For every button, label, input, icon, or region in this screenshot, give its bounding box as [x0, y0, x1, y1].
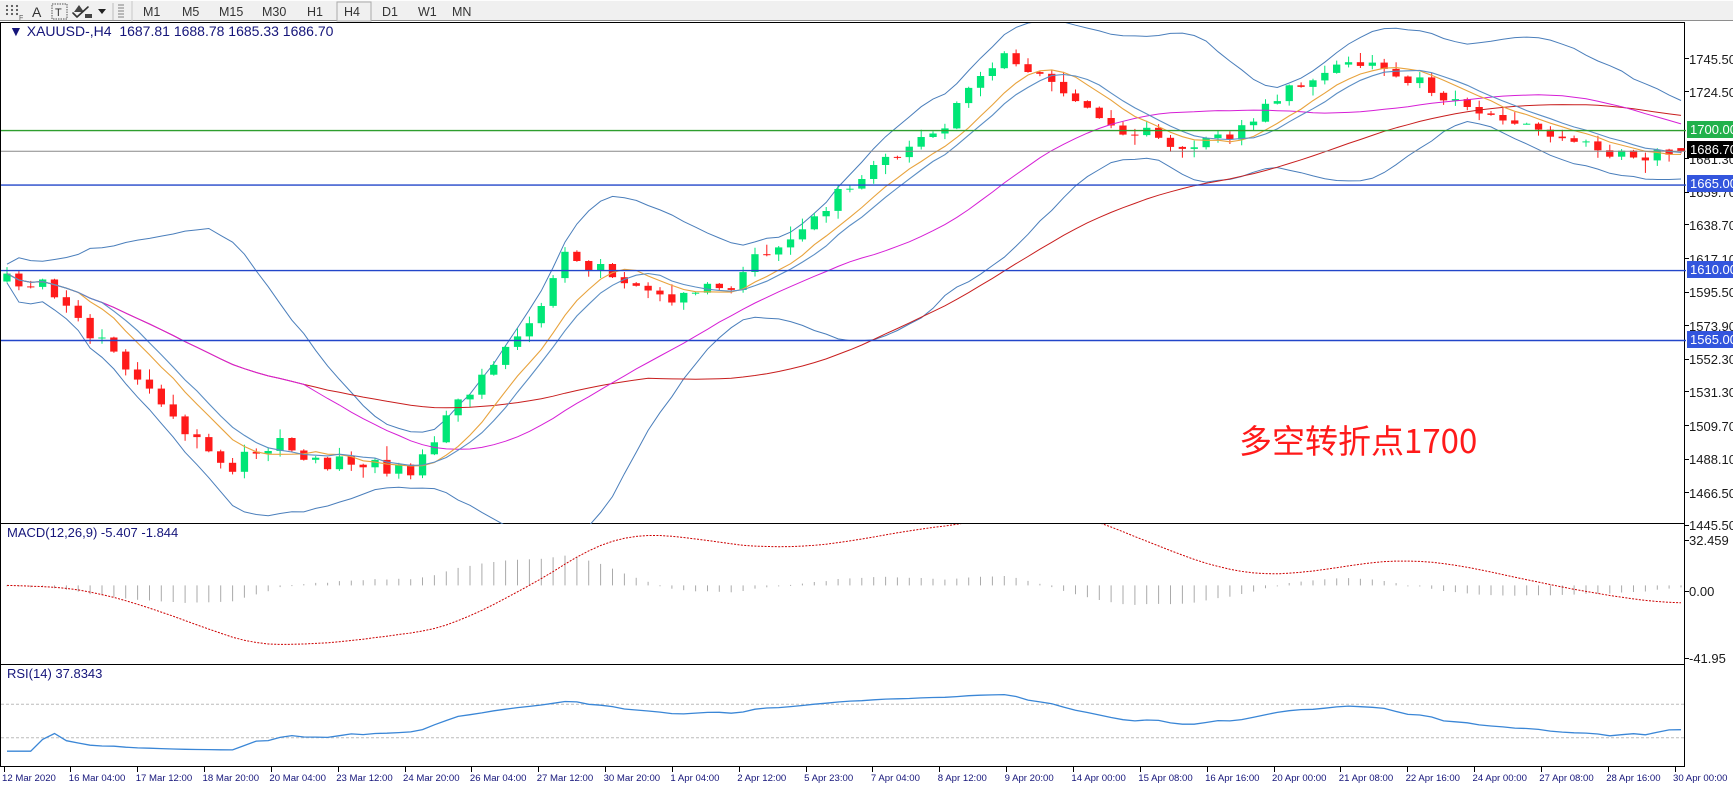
svg-text:M5: M5: [182, 5, 199, 19]
svg-text:RSI(14) 37.8343: RSI(14) 37.8343: [7, 666, 102, 681]
svg-text:H1: H1: [307, 5, 323, 19]
svg-text:MN: MN: [452, 5, 471, 19]
svg-text:M1: M1: [143, 5, 160, 19]
svg-text:W1: W1: [418, 5, 437, 19]
svg-text:F: F: [19, 15, 23, 22]
svg-text:H4: H4: [344, 5, 360, 19]
svg-text:M30: M30: [262, 5, 286, 19]
svg-text:D1: D1: [382, 5, 398, 19]
svg-text:A: A: [32, 4, 42, 20]
svg-text:MACD(12,26,9) -5.407 -1.844: MACD(12,26,9) -5.407 -1.844: [7, 525, 178, 540]
svg-text:M15: M15: [219, 5, 243, 19]
svg-text:T: T: [55, 7, 62, 19]
svg-text:多空转折点1700: 多空转折点1700: [1239, 415, 1477, 463]
